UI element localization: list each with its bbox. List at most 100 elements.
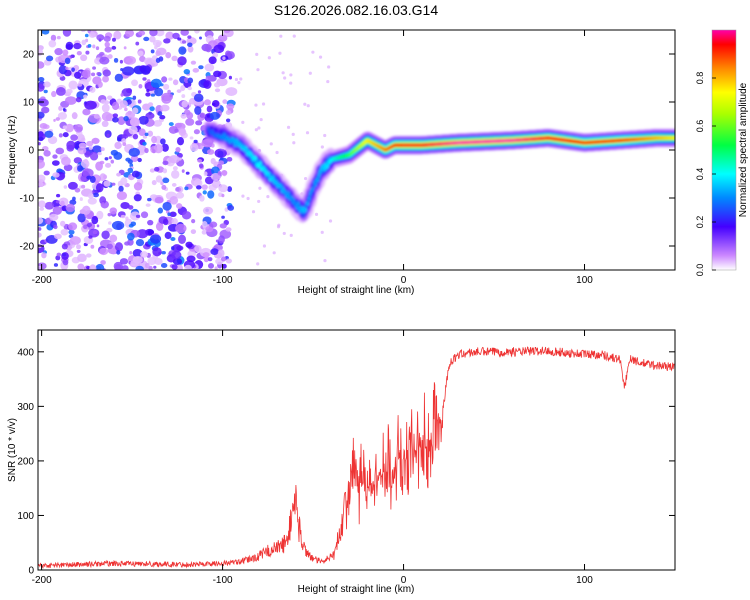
noise-blob [172,79,179,86]
noise-blob [38,227,42,231]
ridge-cell [267,172,271,177]
noise-blob [61,252,69,260]
noise-blob [54,48,63,56]
noise-blob [308,71,312,75]
noise-blob [286,125,291,129]
colorbar-gradient [712,30,736,270]
noise-blob [96,210,104,220]
noise-blob [38,181,44,187]
noise-blob [153,265,157,269]
spectrogram-x-axis: -200 -100 0 100 [32,30,593,286]
noise-blob [144,147,149,154]
noise-blob [66,88,73,94]
noise-blob [80,159,90,169]
noise-blob [116,137,122,142]
noise-blob [130,260,139,267]
noise-blob [155,50,161,57]
noise-blob [155,175,163,183]
spectrogram-x-tick-label: 100 [576,275,593,286]
noise-blob [76,244,82,250]
noise-blob [95,161,103,171]
noise-blob [210,158,216,165]
noise-blob [204,176,214,185]
noise-blob [124,30,135,38]
noise-blob [201,184,208,190]
noise-blob [203,80,212,89]
noise-blob [225,118,231,123]
noise-blob [108,156,112,160]
noise-blob [101,230,110,240]
spectrogram-x-label: Height of straight line (km) [298,285,415,296]
noise-blob [101,120,109,127]
noise-blob [81,205,91,215]
noise-blob [254,128,258,132]
noise-blob [62,259,69,266]
noise-blob [38,61,45,69]
snr-x-label: Height of straight line (km) [298,584,415,595]
noise-blob [130,221,137,227]
noise-blob [39,206,45,211]
noise-blob [168,155,180,164]
noise-blob [137,50,144,57]
noise-blob [169,195,179,205]
noise-blob [113,152,123,160]
noise-blob [52,206,63,215]
noise-blob [203,171,208,177]
noise-blob [62,132,69,138]
colorbar-frame [711,29,737,271]
noise-blob [85,50,90,55]
noise-blob [48,40,57,48]
noise-blob [62,125,68,130]
ridge-cell [296,201,300,206]
noise-blob [76,51,82,56]
noise-blob [176,137,185,146]
noise-blob [171,264,178,270]
noise-blob [52,172,60,178]
noise-blob [72,196,76,201]
noise-blob [131,107,139,115]
ridge-cell [279,184,283,189]
colorbar-tick-label: 0.2 [695,216,705,229]
noise-blob [135,265,144,270]
noise-blob [194,245,202,253]
noise-blob [145,112,155,120]
noise-blob [327,65,331,69]
noise-blob [326,79,330,84]
noise-blob [113,261,123,270]
noise-blob [176,245,184,251]
noise-blob [56,35,61,40]
noise-blob [153,143,164,154]
noise-blob [323,133,327,138]
noise-blob [146,88,150,93]
noise-blob [138,128,146,137]
noise-blob [161,184,167,190]
noise-blob [75,96,82,103]
colorbar-label: Normalized spectral amplitude [738,82,749,217]
noise-blob [219,223,227,229]
noise-blob [155,222,164,231]
noise-blob [152,39,162,47]
noise-blob [117,180,124,188]
noise-blob [111,101,120,111]
noise-blob [214,266,218,270]
noise-blob [189,143,199,152]
ridge-cell [254,156,258,161]
noise-blob [77,133,85,143]
noise-blob [81,39,87,46]
noise-blob [191,219,196,224]
noise-blob [76,249,81,253]
noise-blob [199,195,205,202]
noise-blob [108,221,112,225]
noise-blob [167,212,171,217]
noise-blob [52,154,58,159]
noise-blob [194,106,202,115]
noise-blob [225,227,232,232]
noise-blob [71,112,78,120]
noise-blob [38,111,45,119]
noise-blob [175,187,182,192]
noise-blob [227,186,233,192]
noise-blob [283,76,287,80]
noise-blob [181,211,192,220]
noise-blob [217,249,225,258]
noise-blob [38,265,42,270]
